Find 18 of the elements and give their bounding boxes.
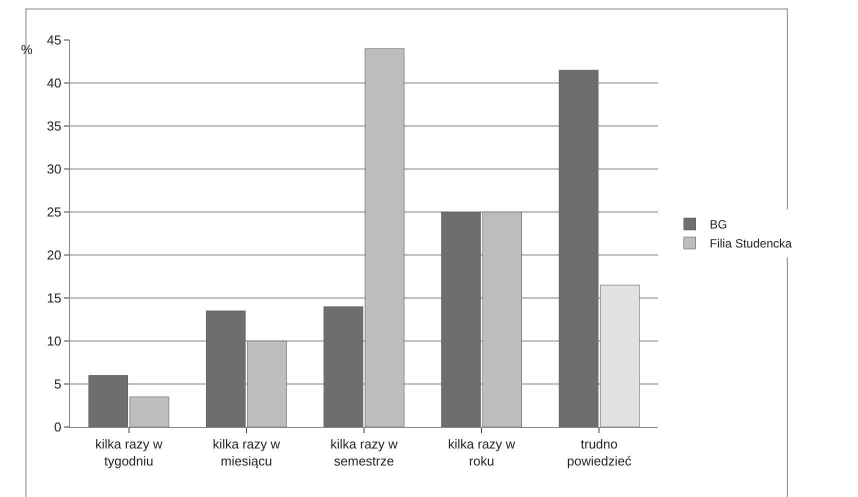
- y-tick-label: 25: [46, 204, 62, 220]
- y-tick-label: 30: [46, 162, 62, 177]
- legend-label: Filia Studencka: [710, 236, 792, 251]
- y-tick-label: 15: [46, 290, 62, 306]
- x-tick-label: kilka razy w miesiącu: [212, 436, 281, 468]
- y-tick-label: 40: [46, 76, 62, 91]
- y-tick-label: 20: [46, 248, 62, 263]
- y-tick-label: 35: [46, 118, 62, 134]
- legend-label: BG: [710, 218, 728, 232]
- x-tick-label: trudno powiedzieć: [567, 436, 632, 468]
- x-tick-label: kilka razy w tygodniu: [95, 436, 163, 468]
- x-tick-label: kilka razy w roku: [448, 436, 516, 468]
- y-tick-label: 5: [54, 376, 62, 392]
- x-tick-label: kilka razy w semestrze: [330, 436, 398, 468]
- y-tick-label: 0: [54, 420, 62, 435]
- y-tick-label: 10: [46, 334, 62, 349]
- y-tick-label: 45: [46, 32, 62, 48]
- y-axis-title: %: [21, 42, 33, 57]
